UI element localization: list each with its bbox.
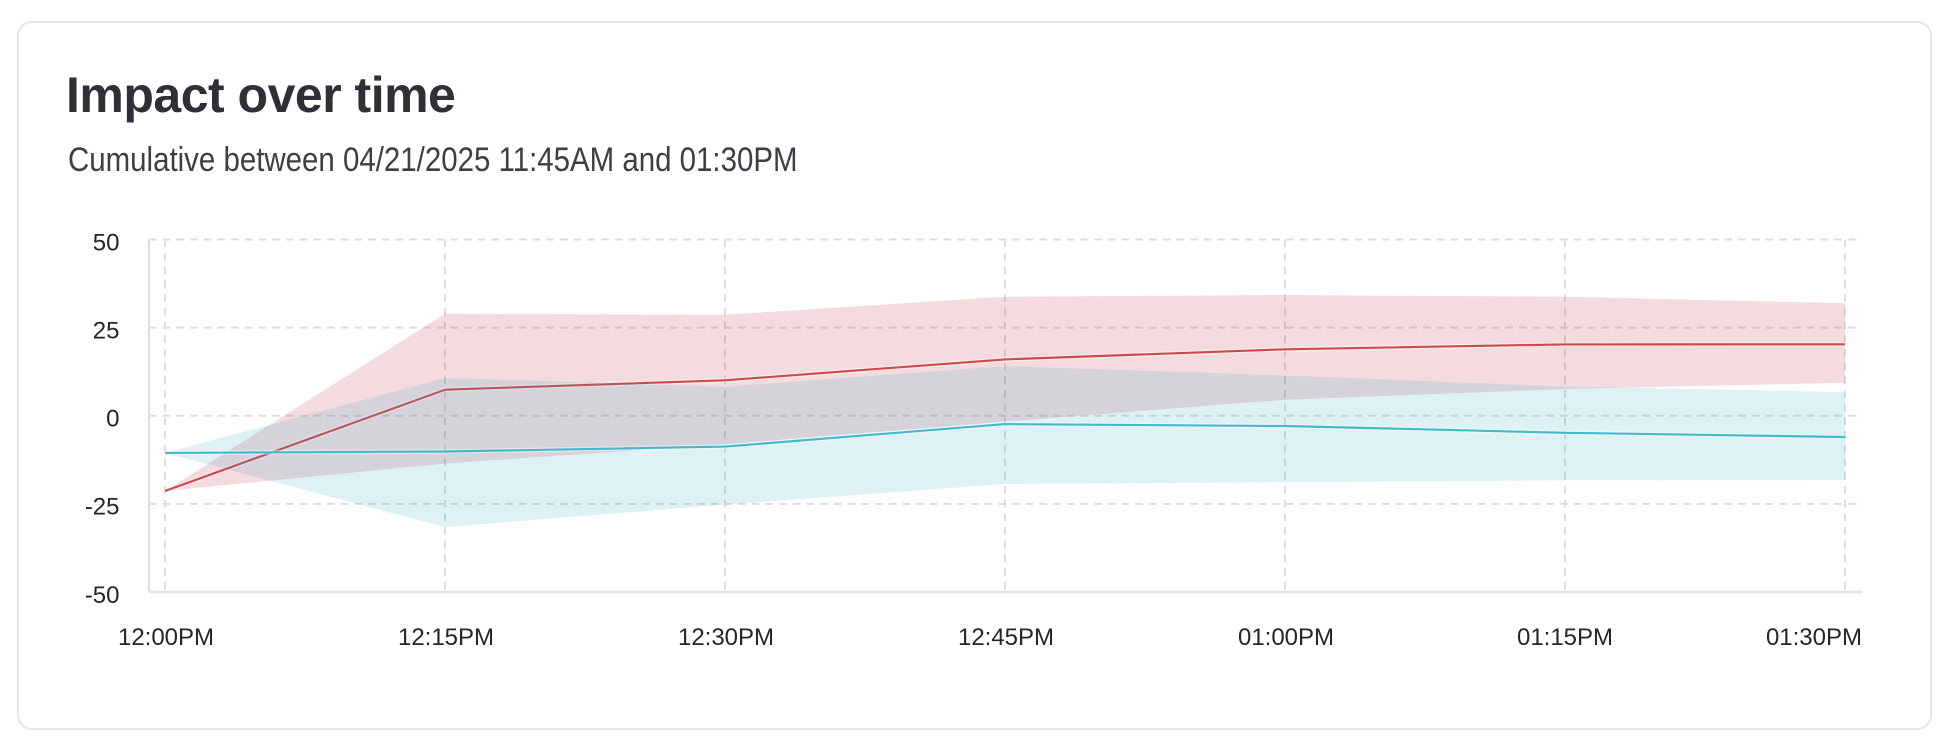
svg-text:12:00PM: 12:00PM [118, 624, 214, 651]
svg-text:12:30PM: 12:30PM [678, 624, 774, 651]
svg-text:50: 50 [93, 229, 120, 256]
svg-text:-50: -50 [85, 582, 120, 609]
svg-text:-25: -25 [85, 494, 120, 521]
svg-text:12:45PM: 12:45PM [958, 624, 1054, 651]
svg-text:01:00PM: 01:00PM [1238, 624, 1334, 651]
svg-text:25: 25 [93, 317, 120, 344]
svg-text:12:15PM: 12:15PM [398, 624, 494, 651]
svg-text:0: 0 [106, 406, 119, 433]
svg-text:01:30PM: 01:30PM [1766, 624, 1862, 651]
svg-text:01:15PM: 01:15PM [1517, 624, 1613, 651]
